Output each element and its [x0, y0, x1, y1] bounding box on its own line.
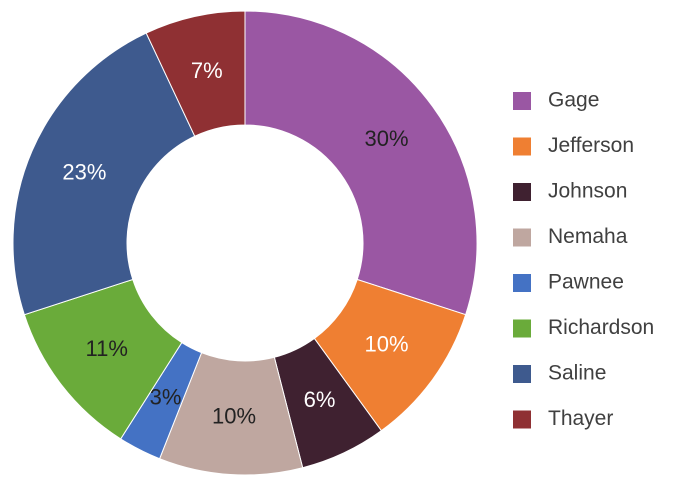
- data-label: 23%: [62, 159, 106, 184]
- data-label: 3%: [150, 385, 182, 410]
- data-label: 10%: [212, 403, 256, 428]
- donut-segment: [12, 32, 196, 316]
- donut-segment: [145, 10, 246, 137]
- legend-swatch: [513, 92, 531, 110]
- legend-label: Thayer: [548, 407, 613, 430]
- legend-swatch: [513, 274, 531, 292]
- data-label: 30%: [365, 126, 409, 151]
- legend-label: Gage: [548, 89, 599, 112]
- legend-swatch: [513, 319, 531, 338]
- legend-label: Johnson: [548, 180, 627, 203]
- legend-swatch: [513, 228, 531, 247]
- legend-label: Richardson: [548, 316, 654, 339]
- legend-swatch: [513, 365, 531, 383]
- data-label: 11%: [86, 336, 128, 361]
- legend-label: Nemaha: [548, 225, 628, 248]
- legend-swatch: [513, 410, 531, 429]
- data-label: 6%: [304, 387, 336, 412]
- legend-swatch: [513, 137, 531, 156]
- legend-label: Pawnee: [548, 271, 624, 294]
- legend-label: Jefferson: [548, 134, 634, 157]
- legend-swatch: [513, 183, 531, 201]
- data-label: 7%: [191, 58, 223, 83]
- donut-segment: [244, 10, 478, 316]
- legend-label: Saline: [548, 362, 606, 385]
- data-label: 10%: [365, 332, 409, 357]
